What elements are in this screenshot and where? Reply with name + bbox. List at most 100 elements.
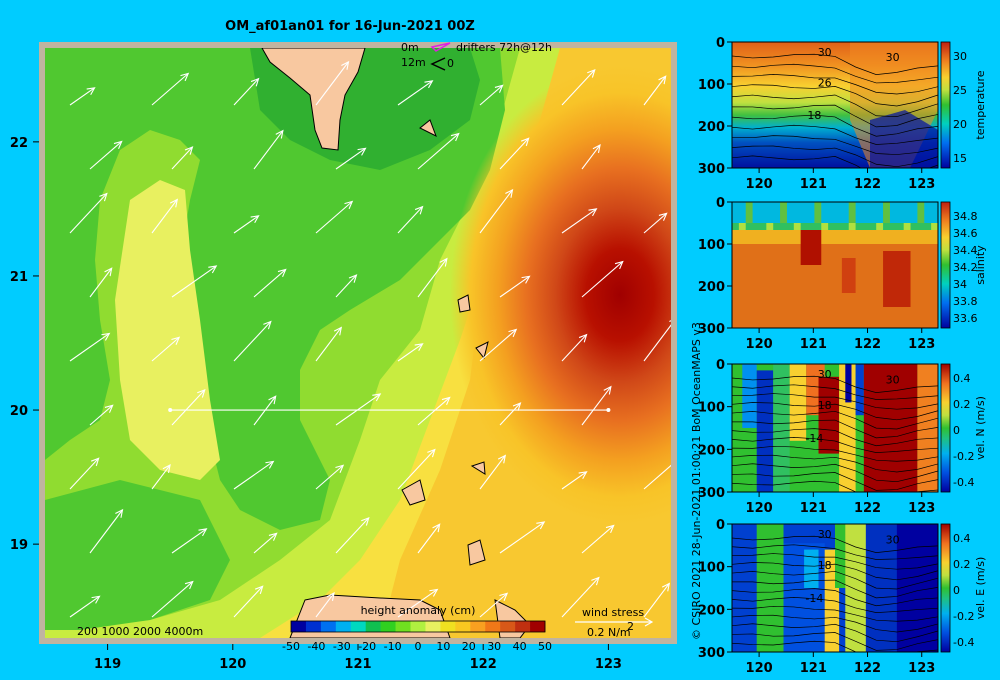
salinity-cell bbox=[855, 230, 863, 238]
salinity-cell bbox=[766, 230, 774, 238]
panel-y-tick-label: 300 bbox=[698, 486, 725, 501]
salinity-cell bbox=[821, 202, 829, 210]
wind-arrow bbox=[581, 386, 612, 426]
contour-line bbox=[732, 562, 938, 581]
panel-colorbar-tick-label: 25 bbox=[953, 84, 967, 97]
salinity-cell bbox=[752, 223, 760, 231]
wind-arrowhead bbox=[505, 188, 514, 198]
salinity-cell bbox=[780, 272, 788, 280]
salinity-cell bbox=[896, 272, 905, 280]
salinity-cell bbox=[841, 293, 850, 301]
wind-arrow bbox=[89, 509, 123, 554]
salinity-cell bbox=[924, 279, 932, 287]
salinity-cell bbox=[869, 307, 877, 315]
salinity-cell bbox=[828, 307, 836, 315]
velocity-band bbox=[818, 376, 840, 454]
salinity-cell bbox=[745, 223, 753, 231]
wind-arrowhead bbox=[263, 320, 272, 330]
salinity-cell bbox=[848, 265, 856, 273]
wind-arrowhead bbox=[104, 267, 113, 277]
salinity-cell bbox=[732, 321, 740, 328]
wind-arrow bbox=[233, 215, 259, 234]
salinity-cell bbox=[786, 216, 795, 224]
salinity-cell bbox=[828, 230, 836, 238]
colorbar-tick-label: -20 bbox=[358, 640, 376, 653]
salinity-cell bbox=[814, 230, 822, 238]
panel-x-tick-label: 123 bbox=[908, 177, 935, 192]
salinity-cell bbox=[841, 300, 850, 308]
panel-colorbar-tick-label: 33.6 bbox=[953, 312, 978, 325]
salinity-cell bbox=[828, 223, 836, 231]
salinity-cell bbox=[759, 244, 767, 252]
salinity-cell bbox=[738, 237, 747, 245]
salinity-cell bbox=[738, 279, 747, 287]
salinity-cell bbox=[766, 209, 774, 217]
salinity-cell bbox=[752, 279, 760, 287]
salinity-cell bbox=[732, 251, 740, 259]
salinity-cell bbox=[793, 209, 802, 217]
wind-legend-units-sup: 2 bbox=[627, 620, 634, 633]
salinity-cell bbox=[773, 258, 781, 266]
salinity-cell bbox=[903, 279, 911, 287]
salinity-cell bbox=[800, 286, 808, 294]
wind-arrowhead bbox=[658, 212, 668, 221]
salinity-cell bbox=[917, 265, 925, 273]
contour-line bbox=[732, 63, 938, 84]
map-y-tick-label: 21 bbox=[10, 270, 28, 285]
salinity-cell bbox=[773, 314, 781, 322]
salinity-cell bbox=[917, 321, 925, 328]
salinity-cell bbox=[786, 209, 795, 217]
salinity-cell bbox=[814, 237, 822, 245]
salinity-cell bbox=[821, 209, 829, 217]
salinity-cell bbox=[828, 265, 836, 273]
salinity-cell bbox=[862, 216, 870, 224]
salinity-cell bbox=[910, 293, 918, 301]
salinity-cell bbox=[738, 272, 747, 280]
salinity-cell bbox=[931, 265, 938, 273]
wind-arrows bbox=[69, 60, 671, 618]
salinity-cell bbox=[883, 237, 891, 245]
salinity-cell bbox=[862, 279, 870, 287]
salinity-cell bbox=[807, 202, 815, 210]
panel-colorbar-tick-label: -0.4 bbox=[953, 476, 974, 489]
salinity-cell bbox=[793, 293, 802, 301]
salinity-cell bbox=[876, 279, 884, 287]
vel-e-section bbox=[731, 523, 951, 653]
salinity-cell bbox=[931, 251, 938, 259]
salinity-cell bbox=[773, 244, 781, 252]
section-start bbox=[168, 408, 173, 413]
wind-arrow bbox=[171, 146, 193, 170]
salinity-cell bbox=[807, 293, 815, 301]
colorbar-cell bbox=[365, 621, 381, 632]
salinity-cell bbox=[841, 286, 850, 294]
salinity-cell bbox=[896, 216, 905, 224]
salinity-cell bbox=[786, 314, 795, 322]
salinity-cell bbox=[814, 307, 822, 315]
colorbar-tick-label: -30 bbox=[333, 640, 351, 653]
wind-arrow bbox=[561, 69, 596, 106]
colorbar-cell bbox=[380, 621, 396, 632]
salinity-cell bbox=[910, 286, 918, 294]
contour-line bbox=[732, 375, 938, 393]
salinity-cell bbox=[773, 265, 781, 273]
salinity-cell bbox=[855, 300, 863, 308]
salinity-cell bbox=[883, 251, 891, 259]
wind-arrowhead bbox=[101, 332, 111, 341]
salinity-cell bbox=[862, 265, 870, 273]
salinity-cell bbox=[889, 279, 898, 287]
panel-x-tick-label: 123 bbox=[908, 337, 935, 352]
wind-arrowhead bbox=[605, 524, 615, 534]
salinity-cell bbox=[931, 202, 938, 210]
salinity-cell bbox=[855, 307, 863, 315]
colorbar-cell bbox=[395, 621, 411, 632]
land-island-4 bbox=[419, 119, 437, 138]
salinity-cell bbox=[876, 230, 884, 238]
contour-line bbox=[732, 614, 938, 633]
salinity-cell bbox=[821, 230, 829, 238]
salinity-cell bbox=[917, 223, 925, 231]
salinity-cell bbox=[780, 300, 788, 308]
salinity-cell bbox=[848, 307, 856, 315]
salinity-cell bbox=[738, 258, 747, 266]
salinity-cell bbox=[807, 223, 815, 231]
